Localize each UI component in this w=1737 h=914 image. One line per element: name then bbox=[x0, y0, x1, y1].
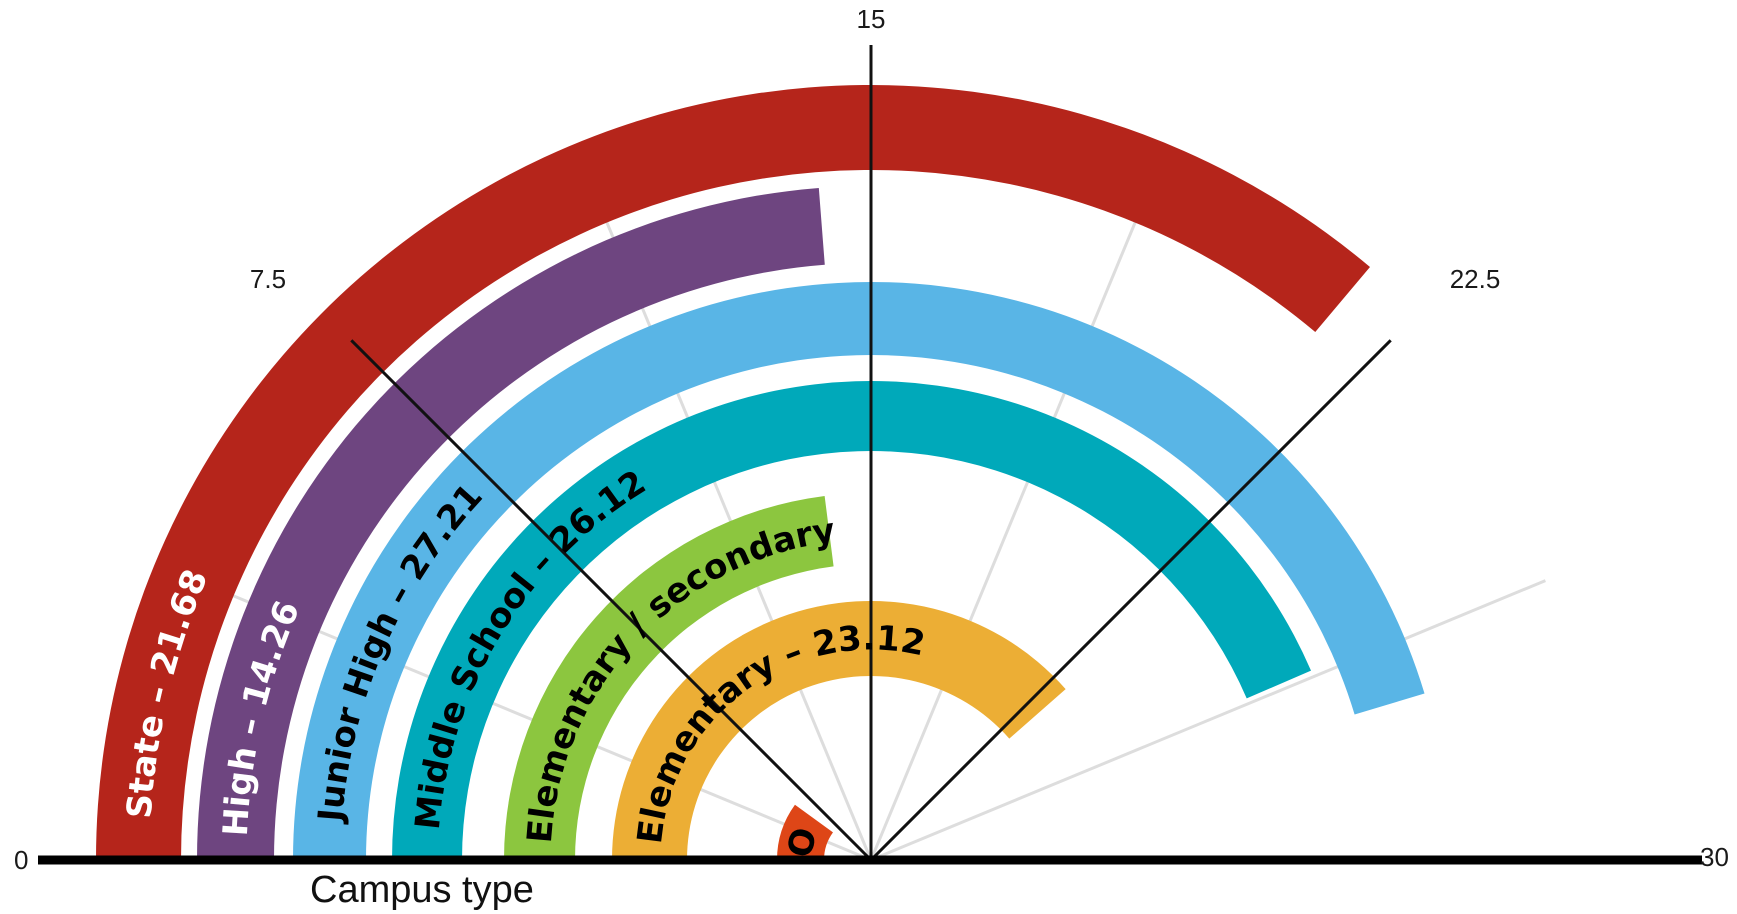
tick-label: 30 bbox=[1700, 842, 1729, 872]
bar-junior-high bbox=[293, 281, 1425, 860]
bar-label-text: Elementary – 23.12 bbox=[630, 618, 928, 846]
bar-elementary-secondary bbox=[504, 495, 834, 860]
tick-label: 7.5 bbox=[250, 264, 286, 294]
bar-elementary bbox=[612, 600, 1066, 860]
bar-other bbox=[777, 804, 833, 860]
tick-label: 22.5 bbox=[1450, 264, 1501, 294]
tick-label: 0 bbox=[14, 845, 28, 875]
major-tick-line bbox=[869, 339, 1392, 862]
minor-gridline bbox=[869, 185, 1152, 861]
bar-high bbox=[197, 188, 825, 860]
minor-gridline bbox=[870, 579, 1546, 862]
bar-middle-school bbox=[392, 380, 1312, 860]
major-tick-line bbox=[350, 339, 873, 862]
x-axis-label: Campus type bbox=[310, 869, 534, 911]
bar-label: Elementary – 23.12 bbox=[630, 618, 928, 846]
tick-label: 15 bbox=[857, 4, 886, 34]
bar-state bbox=[96, 84, 1370, 860]
